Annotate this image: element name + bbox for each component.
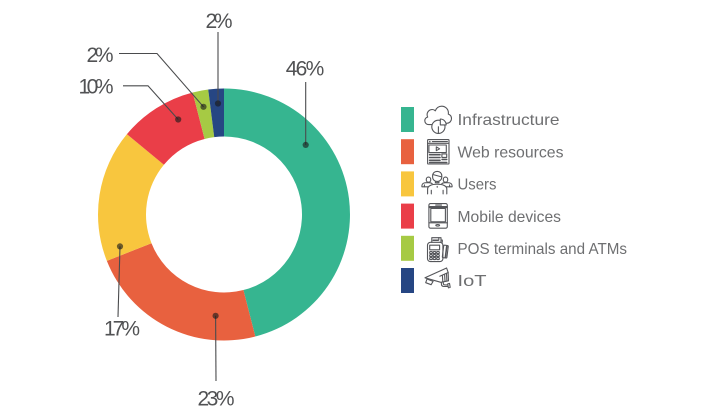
svg-text:23%: 23% [198, 388, 235, 411]
svg-text:Mobile devices: Mobile devices [458, 209, 562, 226]
svg-text:Infrastructure: Infrastructure [458, 112, 560, 129]
svg-text:10%: 10% [79, 76, 114, 99]
svg-text:POS terminals and ATMs: POS terminals and ATMs [458, 241, 628, 258]
svg-text:IoT: IoT [458, 273, 487, 290]
svg-text:46%: 46% [286, 58, 325, 81]
svg-text:Users: Users [458, 177, 497, 194]
svg-text:17%: 17% [104, 318, 140, 341]
svg-text:2%: 2% [206, 10, 233, 33]
svg-text:Web resources: Web resources [458, 144, 564, 161]
svg-text:2%: 2% [87, 44, 114, 67]
